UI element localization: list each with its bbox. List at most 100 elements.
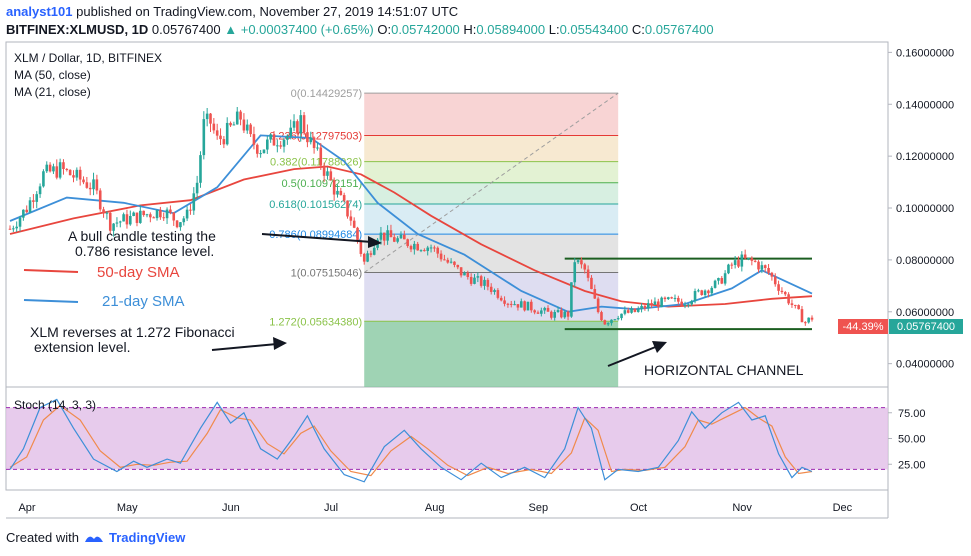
annotation-bull-2: 0.786 resistance level.	[75, 243, 214, 259]
candle-body	[332, 180, 336, 195]
candle-body	[406, 239, 409, 247]
candle-body	[199, 155, 202, 183]
candle-body	[132, 212, 135, 216]
candle-body	[570, 282, 573, 317]
candle-body	[125, 214, 129, 225]
created-with-text: Created with	[6, 530, 79, 545]
candle-body	[777, 284, 780, 291]
price-tick-label: 0.16000000	[896, 47, 954, 59]
candle-body	[453, 261, 456, 265]
candle-body	[145, 214, 149, 216]
candle-body	[299, 115, 303, 134]
candle-body	[463, 272, 466, 276]
candle-body	[296, 121, 299, 134]
author-name[interactable]: analyst101	[6, 4, 73, 19]
candle-body	[680, 301, 683, 306]
candle-body	[563, 311, 567, 318]
candle-body	[322, 165, 326, 176]
candle-body	[583, 264, 587, 270]
stoch-k-line	[9, 398, 813, 483]
fib-zone	[364, 203, 619, 235]
candle-body	[423, 250, 426, 252]
candle-body	[262, 149, 266, 154]
candle-body	[159, 210, 162, 218]
candle-body	[135, 212, 139, 223]
candle-body	[626, 310, 630, 313]
candles	[8, 106, 814, 327]
candle-body	[403, 234, 406, 240]
up-arrow-icon: ▲	[224, 22, 238, 37]
candle-body	[723, 273, 727, 284]
candle-body	[192, 193, 196, 211]
candle-body	[433, 247, 436, 249]
candle-body	[35, 194, 39, 202]
time-axis[interactable]: Apr May Jun Jul Aug Sep Oct Nov Dec	[18, 502, 852, 514]
stoch-tick-label: 75.00	[898, 408, 926, 420]
candle-body	[630, 308, 633, 313]
ma21-line	[9, 134, 813, 313]
candle-body	[707, 290, 710, 294]
candle-body	[536, 312, 540, 314]
candle-body	[747, 258, 750, 260]
candle-body	[169, 209, 172, 213]
candle-body	[346, 200, 349, 217]
candle-body	[266, 139, 269, 150]
fibonacci-retracement[interactable]: 0(0.14429257) 0.236(0.12797503) 0.382(0.11…	[269, 88, 619, 387]
time-tick-label: Jul	[324, 502, 338, 514]
tradingview-brand[interactable]: TradingView	[108, 530, 186, 545]
candle-body	[259, 153, 262, 155]
candle-body	[449, 261, 453, 263]
candle-body	[793, 304, 797, 306]
candle-body	[476, 276, 480, 278]
candle-body	[469, 276, 473, 284]
candle-body	[155, 210, 159, 219]
candle-body	[580, 260, 583, 265]
candle-body	[272, 134, 276, 146]
price-axis[interactable]: 0.16000000 0.14000000 0.12000000 0.10000000…	[888, 47, 954, 471]
candle-body	[8, 228, 12, 230]
candle-body	[279, 145, 282, 147]
published-text: published on TradingView.com, November 2…	[76, 4, 459, 19]
candle-body	[633, 308, 637, 312]
time-tick-label: Jun	[222, 502, 240, 514]
candle-body	[663, 297, 667, 300]
candle-body	[336, 190, 339, 195]
candle-body	[42, 171, 45, 187]
candle-body	[473, 277, 476, 284]
horizontal-channel[interactable]	[564, 257, 812, 331]
candle-body	[38, 186, 42, 195]
candle-body	[593, 289, 597, 299]
price-tick-label: 0.10000000	[896, 203, 954, 215]
price-tick-label: 0.06000000	[896, 307, 954, 319]
candle-body	[693, 291, 697, 302]
sma21-legend-line	[23, 299, 79, 303]
candle-body	[543, 307, 546, 311]
candle-body	[750, 258, 754, 261]
time-tick-label: Oct	[630, 502, 647, 514]
candle-body	[172, 212, 176, 221]
time-tick-label: May	[117, 502, 138, 514]
candle-body	[426, 247, 430, 252]
publish-header: analyst101 published on TradingView.com,…	[6, 4, 458, 19]
candle-body	[306, 132, 309, 143]
candle-body	[165, 209, 169, 219]
candle-body	[646, 303, 650, 309]
candle-body	[25, 209, 29, 213]
candle-body	[479, 276, 483, 286]
legend-ma21: MA (21, close)	[14, 85, 91, 99]
candle-body	[152, 217, 155, 219]
candle-body	[523, 301, 526, 311]
candle-body	[566, 311, 570, 317]
candle-body	[232, 124, 236, 126]
candle-body	[733, 260, 737, 265]
candle-body	[269, 134, 272, 140]
candle-body	[396, 238, 399, 242]
candle-body	[276, 145, 279, 147]
candle-body	[122, 214, 125, 222]
candle-body	[209, 113, 212, 124]
price-badge-text: 0.05767400	[897, 321, 955, 333]
candle-body	[309, 137, 313, 143]
fib-level-label: 0.786(0.08994684)	[269, 229, 362, 241]
candle-body	[526, 301, 530, 311]
